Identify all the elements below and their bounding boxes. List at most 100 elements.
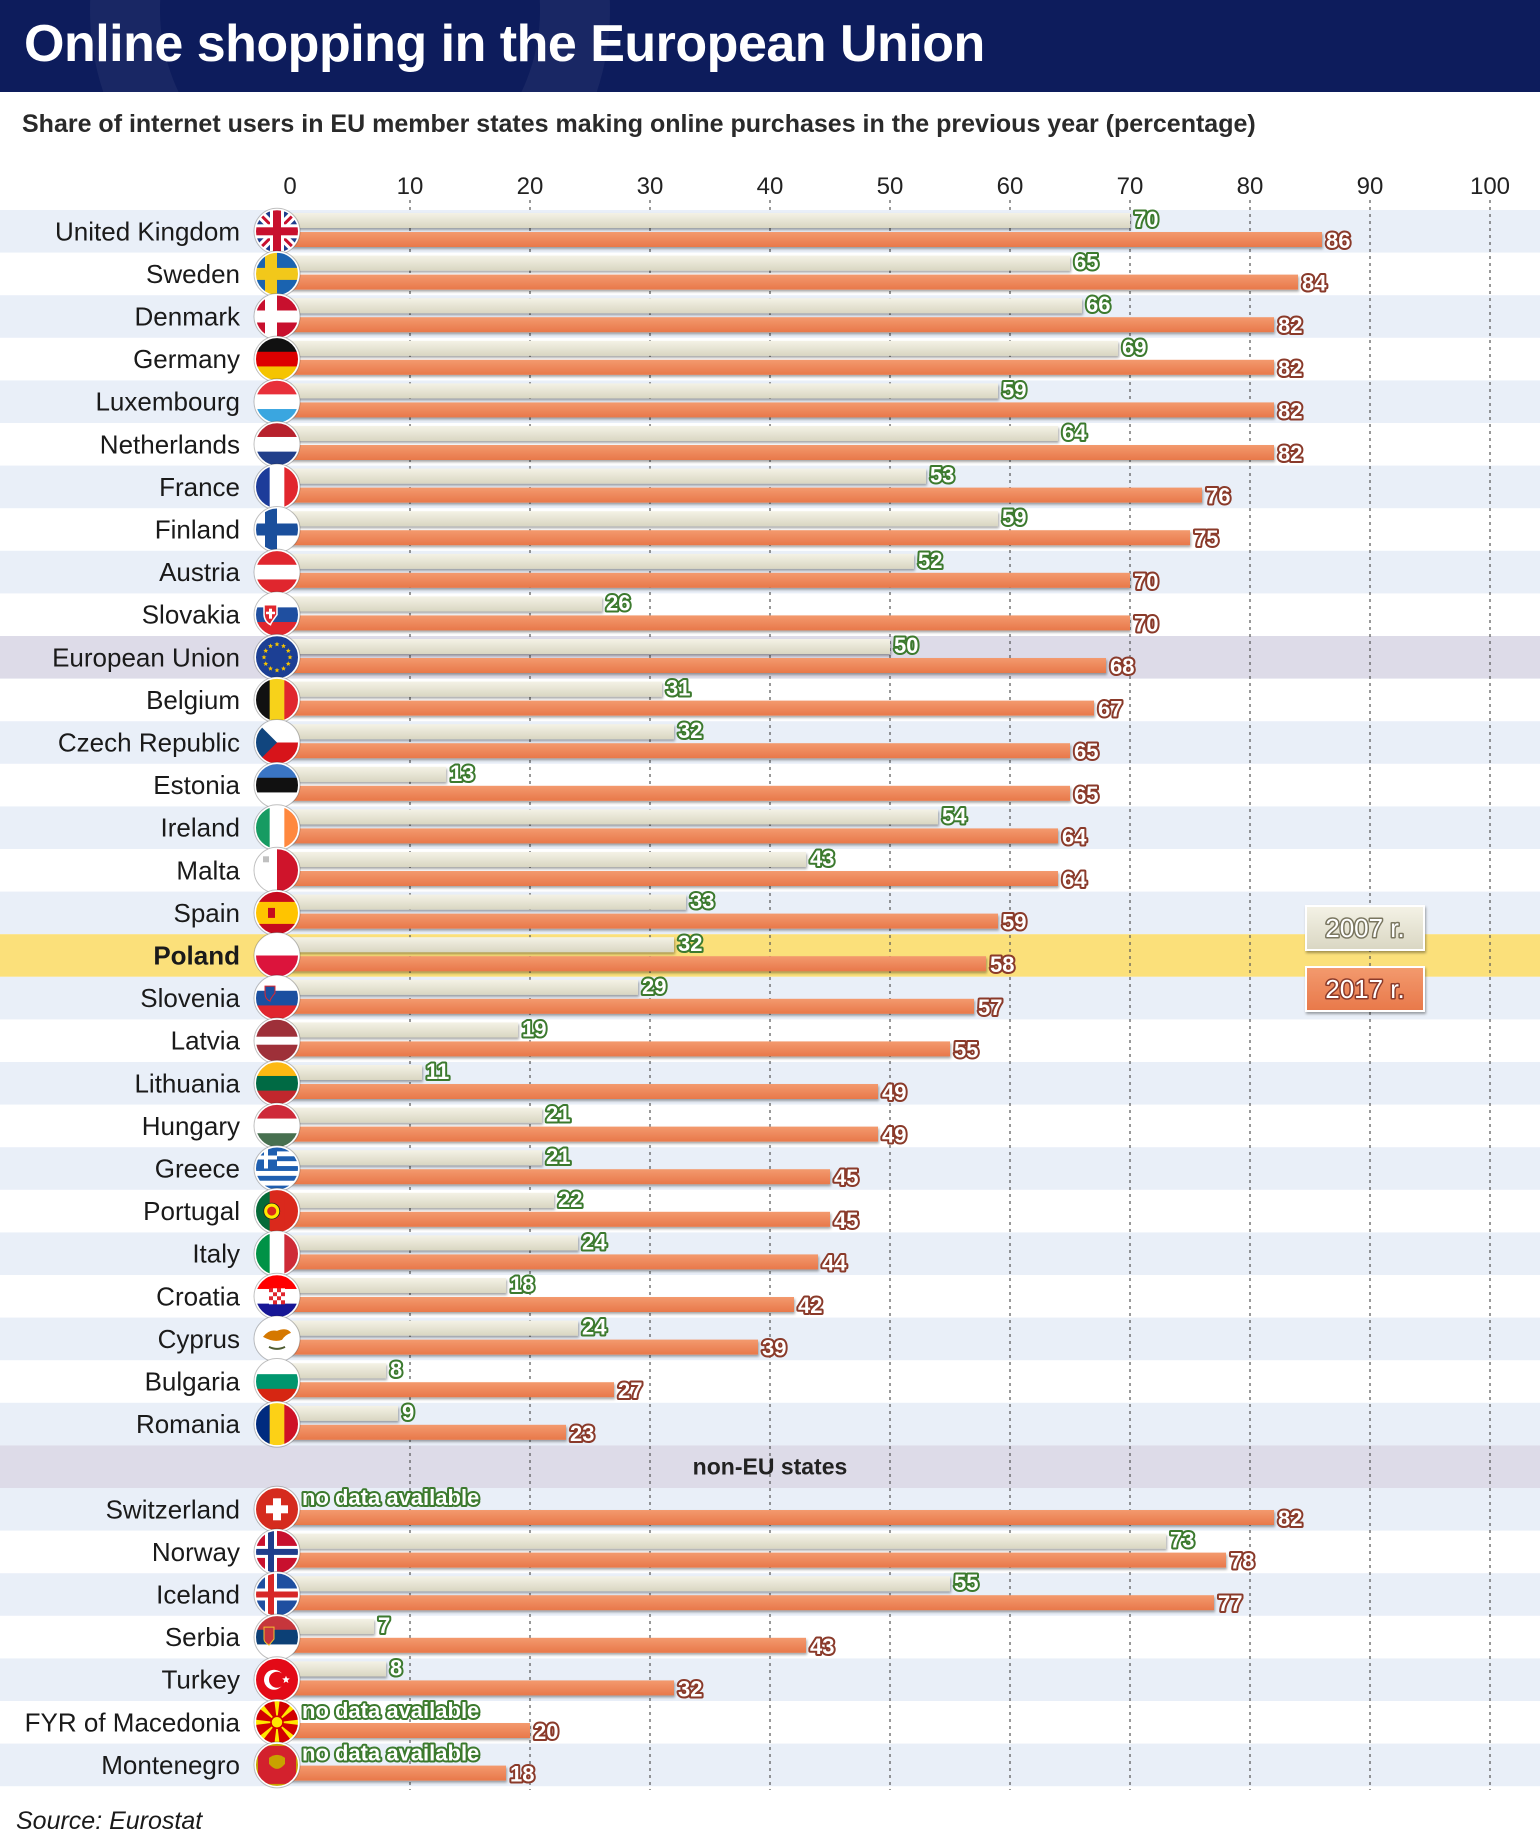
czech-flag-icon: [255, 720, 299, 765]
bar-2017: [290, 913, 998, 929]
data-label-2007: 8: [390, 1655, 402, 1680]
data-label-2017: 43: [810, 1634, 834, 1659]
data-label-2017: 58: [990, 952, 1014, 977]
bar-2007: [290, 1022, 518, 1038]
data-label-2007: 55: [954, 1570, 978, 1595]
bar-2017: [290, 743, 1070, 759]
bar-2017: [290, 1637, 806, 1653]
data-label-2007: 24: [582, 1315, 607, 1340]
country-label: Malta: [176, 855, 240, 885]
data-label-2007: 11: [426, 1059, 449, 1084]
x-tick-label: 10: [397, 173, 424, 200]
row-romania: Romania: [136, 1400, 566, 1448]
country-label: Cyprus: [158, 1324, 240, 1354]
data-label-2017: 18: [510, 1762, 534, 1787]
bar-2017: [290, 1424, 566, 1440]
data-label-2017: 84: [1302, 271, 1327, 296]
country-label: Luxembourg: [95, 387, 240, 417]
country-label: Lithuania: [134, 1068, 240, 1098]
x-tick-label: 90: [1357, 173, 1384, 200]
denmark-flag-icon: [255, 294, 299, 339]
row-bulgaria: Bulgaria: [145, 1358, 614, 1405]
x-tick-label: 60: [997, 173, 1024, 200]
legend-label-2007: 2007 r.: [1325, 913, 1405, 943]
data-label-2017: 27: [618, 1378, 642, 1403]
bar-2017: [290, 1510, 1274, 1525]
row-belgium: Belgium: [146, 676, 1094, 724]
row-portugal: Portugal: [143, 1187, 830, 1235]
bar-2007: [290, 894, 686, 910]
data-label-2017: 49: [882, 1123, 906, 1148]
legend-label-2017: 2017 r.: [1325, 974, 1405, 1004]
data-label-2017: 59: [1002, 910, 1026, 935]
title-bar: Online shopping in the European Union: [0, 0, 1540, 92]
chart-subtitle: Share of internet users in EU member sta…: [22, 110, 1256, 138]
bar-2017: [290, 402, 1274, 418]
bar-2017: [290, 615, 1130, 631]
data-label-2007: 50: [894, 633, 918, 658]
bar-2017: [290, 785, 1070, 801]
data-label-2007: 31: [666, 676, 690, 701]
bar-2007: [290, 852, 806, 867]
row-slovenia: Slovenia: [140, 974, 974, 1022]
bar-2017: [290, 1339, 758, 1355]
bar-2007: [290, 937, 674, 953]
row-united-kingdom: United Kingdom: [55, 207, 1322, 255]
bar-2007: [290, 340, 1118, 356]
country-label: Finland: [155, 515, 240, 545]
data-label-2007: 9: [402, 1400, 414, 1425]
bar-2017: [290, 1041, 950, 1057]
country-label: Poland: [153, 941, 240, 971]
row-montenegro: Montenegro: [101, 1741, 506, 1789]
bar-2007: [290, 681, 662, 697]
data-label-2017: 23: [570, 1421, 594, 1446]
country-label: Romania: [136, 1409, 241, 1439]
row-greece: Greece: [155, 1145, 830, 1192]
bar-2017: [290, 700, 1094, 716]
country-label: Belgium: [146, 685, 240, 715]
bar-2017: [290, 1084, 878, 1099]
bar-2007: [290, 426, 1058, 441]
country-label: Serbia: [165, 1622, 241, 1652]
x-tick-label: 40: [757, 173, 784, 200]
x-tick-label: 100: [1470, 173, 1510, 200]
bar-2007: [290, 255, 1070, 271]
row-serbia: Serbia: [165, 1613, 806, 1661]
source-note: Source: Eurostat: [16, 1807, 203, 1835]
row-denmark: Denmark: [135, 293, 1274, 340]
bar-2017: [290, 1211, 830, 1227]
no-data-label: no data available: [302, 1741, 479, 1766]
data-label-2007: 54: [942, 803, 967, 828]
data-label-2017: 42: [798, 1293, 822, 1318]
sweden-flag-icon: [255, 251, 299, 296]
row-norway: Norway: [152, 1528, 1226, 1576]
bar-2017: [290, 1126, 878, 1142]
legend-swatch-2017: [1305, 966, 1425, 1012]
data-label-2007: 52: [918, 548, 942, 573]
row-netherlands: Netherlands: [100, 420, 1274, 468]
data-label-2007: 65: [1074, 250, 1098, 275]
iceland-flag-icon: [255, 1572, 299, 1617]
data-label-2007: 22: [558, 1187, 582, 1212]
no-data-label: no data available: [302, 1485, 479, 1510]
bar-2017: [290, 1680, 674, 1696]
country-label: Turkey: [162, 1665, 241, 1695]
country-label: Iceland: [156, 1580, 240, 1610]
data-label-2007: 33: [690, 889, 714, 914]
row-iceland: Iceland: [156, 1571, 1214, 1618]
turkey-flag-icon: [255, 1657, 299, 1702]
row-france: France: [159, 463, 1202, 511]
data-label-2007: 21: [546, 1144, 570, 1169]
row-czech-republic: Czech Republic: [58, 719, 1070, 766]
bar-2017: [290, 1765, 506, 1781]
row-cyprus: Cyprus: [158, 1315, 758, 1363]
data-label-2007: 32: [678, 718, 702, 743]
bar-2007: [290, 1533, 1166, 1549]
row-spain: Spain: [174, 889, 998, 937]
country-label: Latvia: [171, 1026, 241, 1056]
country-label: Denmark: [135, 302, 241, 332]
data-label-2017: 64: [1062, 824, 1087, 849]
data-label-2017: 65: [1074, 782, 1098, 807]
